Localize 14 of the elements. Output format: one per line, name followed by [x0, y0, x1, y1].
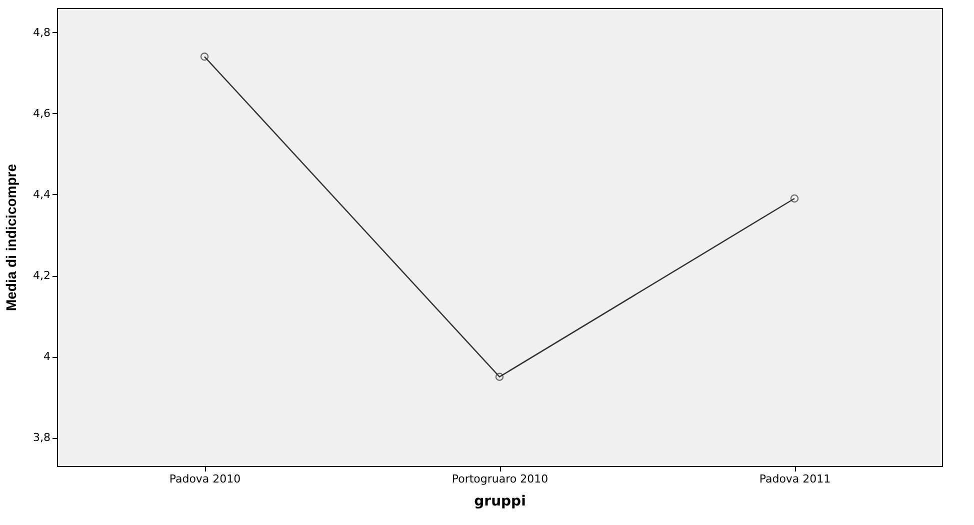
y-tick-label: 4,4 [33, 188, 50, 201]
y-axis-title: Media di indicicompre [3, 164, 20, 312]
point [200, 52, 209, 61]
y-tick-label: 4 [44, 350, 50, 364]
x-axis-title: gruppi [474, 494, 526, 510]
point [790, 194, 799, 203]
y-tick-label: 4,6 [33, 106, 50, 120]
point [495, 372, 504, 381]
y-tick-label: 4,8 [33, 26, 50, 39]
y-tick-label: 3,8 [33, 431, 50, 444]
x-tick-label: Portogruaro 2010 [452, 472, 548, 486]
x-tick-label: Padova 2010 [169, 472, 241, 486]
x-tick-label: Padova 2011 [759, 472, 831, 486]
y-tick-label: 4,2 [33, 269, 50, 282]
